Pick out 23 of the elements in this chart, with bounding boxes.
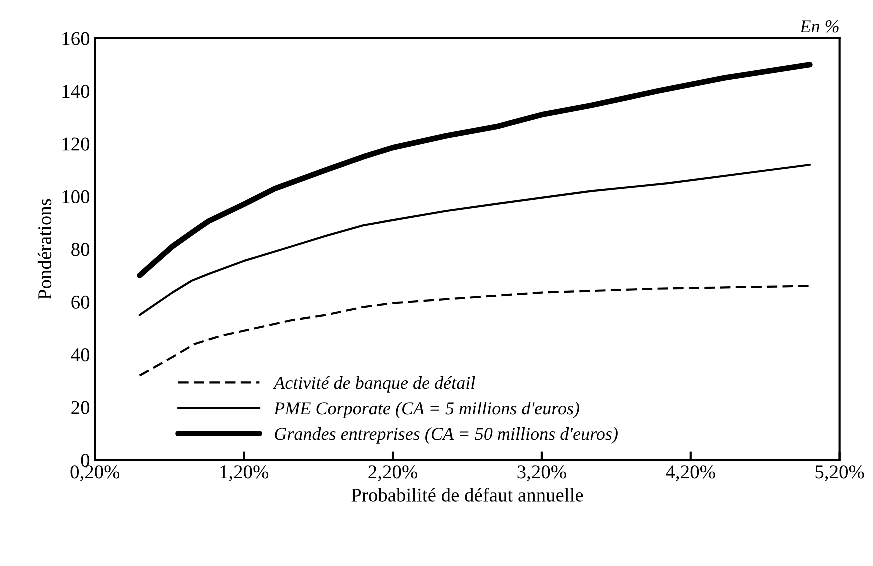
legend-label: PME Corporate (CA = 5 millions d'euros) [274,402,580,418]
y-tick-label: 140 [62,85,90,98]
x-tick-label: 0,20% [70,466,120,482]
text: En % [800,20,839,33]
y-tick-label: 0 [81,454,90,468]
legend-label: Grandes entreprises (CA = 50 millions d'euros) [275,428,618,444]
x-tick-label: 4,20% [666,466,716,482]
y-tick-label: 40 [71,348,90,362]
y-tick-label: 120 [62,138,90,151]
x-tick-label: 5,20% [816,466,864,482]
legend-label: Activité de banque de détail [273,376,476,393]
y-axis-title: Pondérations [38,199,52,300]
x-tick-label: 1,20% [220,466,269,482]
x-tick-label: 3,20% [518,466,566,482]
line-series [138,164,812,316]
y-tick-label: 160 [62,32,90,46]
x-axis-title: Probabilité de défaut annuelle [352,488,584,502]
line-series [138,285,812,377]
y-tick-label: 80 [72,243,90,256]
y-tick-label: 20 [72,401,90,414]
y-tick-label: 60 [72,296,90,309]
y-tick-label: 100 [62,190,90,204]
x-tick-label: 2,20% [368,466,418,482]
